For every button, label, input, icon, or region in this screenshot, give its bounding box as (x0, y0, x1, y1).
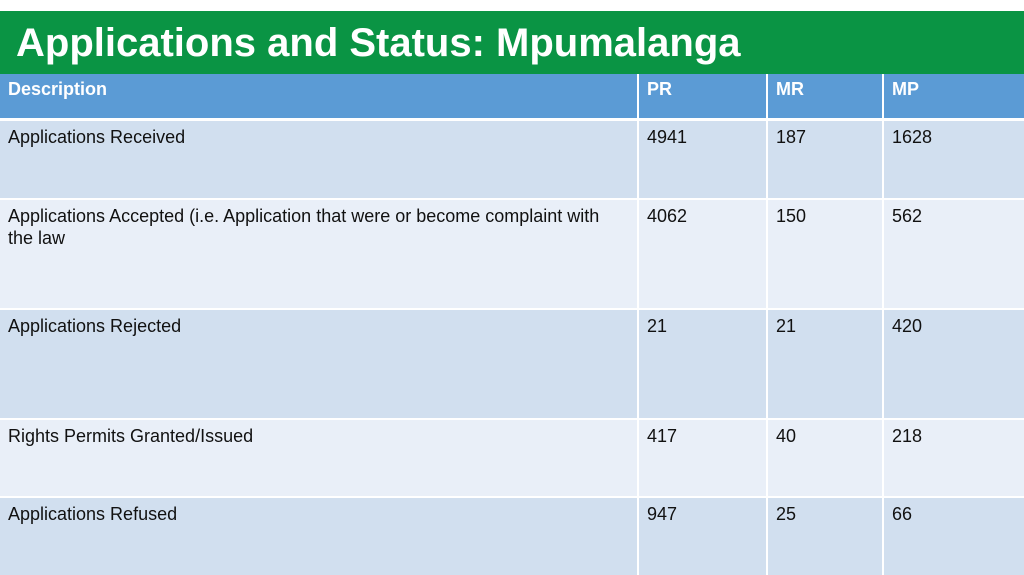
header-description: Description (0, 74, 639, 121)
cell-description: Applications Rejected (0, 309, 639, 420)
cell-mp: 1628 (883, 119, 1024, 200)
applications-table: Description PR MR MP Applications Receiv… (0, 74, 1024, 575)
cell-description: Applications Accepted (i.e. Application … (0, 199, 639, 310)
cell-mp: 66 (883, 497, 1024, 575)
cell-mp: 562 (883, 199, 1024, 310)
cell-mp: 420 (883, 309, 1024, 420)
table-header-row: Description PR MR MP (0, 74, 1024, 121)
table-row: Applications Accepted (i.e. Application … (0, 199, 1024, 310)
header-mp: MP (883, 74, 1024, 121)
title-bar: Applications and Status: Mpumalanga (0, 11, 1024, 74)
cell-mr: 150 (767, 199, 884, 310)
cell-pr: 4062 (638, 199, 768, 310)
cell-mr: 25 (767, 497, 884, 575)
table-row: Rights Permits Granted/Issued 417 40 218 (0, 419, 1024, 498)
header-mr: MR (767, 74, 884, 121)
header-pr: PR (638, 74, 768, 121)
slide-title: Applications and Status: Mpumalanga (16, 20, 741, 65)
cell-pr: 21 (638, 309, 768, 420)
cell-mr: 187 (767, 119, 884, 200)
table-row: Applications Refused 947 25 66 (0, 497, 1024, 575)
cell-pr: 417 (638, 419, 768, 498)
cell-description: Applications Received (0, 119, 639, 200)
table-row: Applications Rejected 21 21 420 (0, 309, 1024, 420)
cell-pr: 947 (638, 497, 768, 575)
cell-mp: 218 (883, 419, 1024, 498)
cell-description: Rights Permits Granted/Issued (0, 419, 639, 498)
cell-description: Applications Refused (0, 497, 639, 575)
cell-pr: 4941 (638, 119, 768, 200)
cell-mr: 21 (767, 309, 884, 420)
table-row: Applications Received 4941 187 1628 (0, 119, 1024, 200)
cell-mr: 40 (767, 419, 884, 498)
